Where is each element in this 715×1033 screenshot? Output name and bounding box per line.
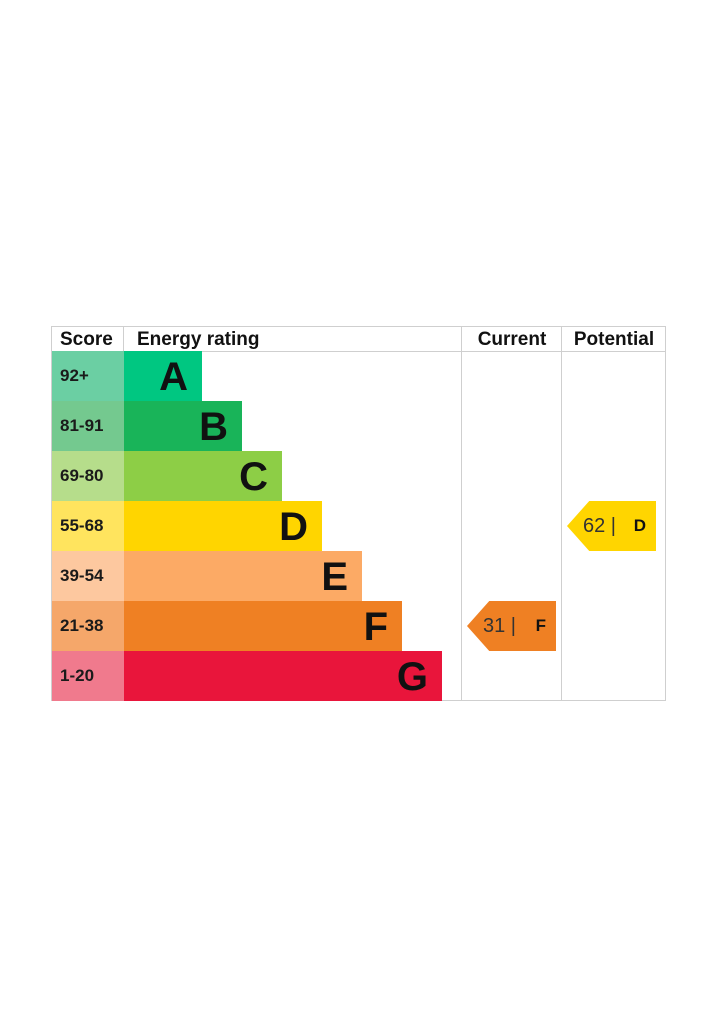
score-band-e: 39-54 — [52, 551, 124, 601]
current-header: Current — [477, 329, 547, 350]
potential-header: Potential — [573, 329, 655, 350]
potential-rating-marker: 62 | D — [567, 501, 656, 551]
score-band-g: 1-20 — [52, 651, 124, 701]
rating-bar-a: A — [124, 351, 202, 401]
energy-rating-chart: Score Energy rating Current Potential 92… — [51, 326, 666, 701]
score-band-b: 81-91 — [52, 401, 124, 451]
current-rating-value: 31 | — [483, 615, 516, 637]
header-divider — [52, 351, 665, 352]
rating-bar-g: G — [124, 651, 442, 701]
energy-rating-header: Energy rating — [137, 329, 260, 350]
current-rating-letter: F — [535, 616, 546, 635]
score-band-c: 69-80 — [52, 451, 124, 501]
score-band-a: 92+ — [52, 351, 124, 401]
rating-bar-b: B — [124, 401, 242, 451]
current-column-divider — [461, 327, 462, 700]
potential-column-divider — [561, 327, 562, 700]
score-header: Score — [60, 329, 113, 350]
current-rating-marker: 31 | F — [467, 601, 556, 651]
rating-bar-f: F — [124, 601, 402, 651]
score-column-divider — [123, 327, 124, 352]
rating-bar-d: D — [124, 501, 322, 551]
rating-bar-c: C — [124, 451, 282, 501]
score-band-f: 21-38 — [52, 601, 124, 651]
potential-rating-value: 62 | — [583, 515, 616, 537]
score-band-d: 55-68 — [52, 501, 124, 551]
potential-rating-letter: D — [633, 516, 646, 535]
rating-bar-e: E — [124, 551, 362, 601]
